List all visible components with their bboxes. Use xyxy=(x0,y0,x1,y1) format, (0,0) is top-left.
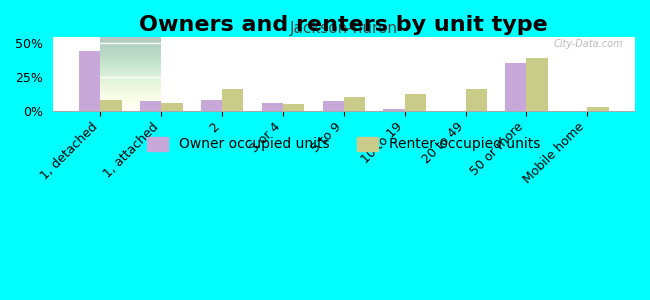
Bar xyxy=(79,51,101,111)
Text: City-Data.com: City-Data.com xyxy=(554,39,623,49)
Bar xyxy=(405,94,426,111)
Bar xyxy=(322,101,344,111)
Bar xyxy=(505,64,526,111)
Bar xyxy=(140,101,161,111)
Bar xyxy=(587,106,608,111)
Bar xyxy=(201,100,222,111)
Bar xyxy=(222,89,244,111)
Text: Jackson-huron: Jackson-huron xyxy=(290,21,398,36)
Bar xyxy=(344,97,365,111)
Bar xyxy=(161,103,183,111)
Bar xyxy=(384,109,405,111)
Bar xyxy=(465,89,487,111)
Bar xyxy=(283,104,304,111)
Legend: Owner occupied units, Renter occupied units: Owner occupied units, Renter occupied un… xyxy=(142,131,546,157)
Bar xyxy=(101,100,122,111)
Bar xyxy=(526,58,548,111)
Bar xyxy=(262,103,283,111)
Title: Owners and renters by unit type: Owners and renters by unit type xyxy=(140,15,548,35)
